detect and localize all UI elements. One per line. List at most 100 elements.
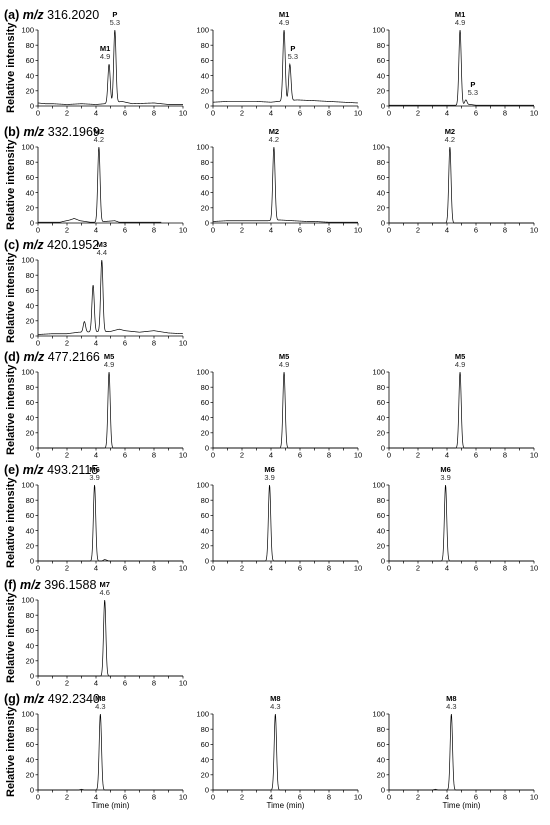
y-tick-label: 0 bbox=[205, 219, 209, 228]
x-tick-label: 2 bbox=[240, 451, 244, 460]
y-tick-label: 20 bbox=[26, 657, 34, 666]
y-tick-label: 100 bbox=[372, 710, 385, 719]
y-tick-label: 100 bbox=[21, 368, 34, 377]
axes-frame bbox=[388, 485, 534, 562]
x-tick-label: 6 bbox=[123, 679, 127, 688]
peak-label: M6 bbox=[264, 465, 274, 474]
x-tick-label: 2 bbox=[416, 793, 420, 802]
x-tick-label: 8 bbox=[327, 793, 331, 802]
y-tick-label: 40 bbox=[26, 71, 34, 80]
x-tick-label: 8 bbox=[503, 451, 507, 460]
row-label-d: (d) m/z 477.2166 bbox=[4, 350, 100, 364]
y-tick-label: 100 bbox=[21, 596, 34, 605]
y-tick-label: 100 bbox=[196, 26, 209, 35]
y-tick-label: 40 bbox=[377, 526, 385, 535]
y-tick-label: 40 bbox=[377, 188, 385, 197]
mz-label: m/z bbox=[19, 578, 45, 592]
peak-label: M6 bbox=[440, 465, 450, 474]
chromatogram-trace bbox=[389, 484, 534, 562]
x-tick-label: 4 bbox=[269, 226, 273, 235]
peak-retention-time: 4.9 bbox=[279, 18, 289, 27]
x-tick-label: 8 bbox=[152, 339, 156, 348]
y-tick-label: 60 bbox=[377, 511, 385, 520]
x-tick-label: 4 bbox=[445, 109, 449, 118]
x-tick-label: 0 bbox=[36, 793, 40, 802]
y-tick-label: 60 bbox=[377, 398, 385, 407]
y-tick-label: 40 bbox=[26, 301, 34, 310]
chromatogram-trace bbox=[389, 713, 534, 791]
y-tick-label: 100 bbox=[372, 368, 385, 377]
x-tick-label: 6 bbox=[474, 793, 478, 802]
peak-retention-time: 4.3 bbox=[446, 702, 456, 711]
y-tick-label: 80 bbox=[201, 725, 209, 734]
x-tick-label: 0 bbox=[211, 793, 215, 802]
x-tick-label: 2 bbox=[416, 451, 420, 460]
x-tick-label: 4 bbox=[445, 226, 449, 235]
chromatogram-panel-d2: 0 20 40 60 80 100 0 2 4 6 8 10 M54.9 bbox=[196, 352, 362, 460]
x-tick-label: 8 bbox=[503, 109, 507, 118]
y-tick-label: 0 bbox=[30, 786, 34, 795]
x-tick-label: 0 bbox=[387, 451, 391, 460]
x-tick-label: 0 bbox=[36, 226, 40, 235]
chromatogram-trace bbox=[38, 146, 162, 223]
y-tick-label: 60 bbox=[201, 173, 209, 182]
mz-label: m/z bbox=[22, 238, 48, 252]
row-label-e: (e) m/z 493.2115 bbox=[4, 463, 98, 477]
chromatogram-trace bbox=[212, 29, 359, 104]
y-tick-label: 0 bbox=[381, 557, 385, 566]
y-tick-label: 100 bbox=[372, 481, 385, 490]
panel-tag: (f) bbox=[4, 578, 20, 592]
panel-tag: (b) bbox=[4, 125, 24, 139]
x-tick-label: 4 bbox=[94, 226, 98, 235]
mz-label: m/z bbox=[23, 350, 48, 364]
chromatogram-trace bbox=[37, 259, 184, 335]
axes-frame bbox=[37, 30, 183, 107]
chromatogram-trace bbox=[389, 29, 534, 106]
x-tick-label: 4 bbox=[269, 793, 273, 802]
x-tick-label: 10 bbox=[179, 793, 187, 802]
x-tick-label: 0 bbox=[211, 451, 215, 460]
y-tick-label: 80 bbox=[26, 271, 34, 280]
y-tick-label: 20 bbox=[26, 317, 34, 326]
x-tick-label: 6 bbox=[474, 226, 478, 235]
y-tick-label: 40 bbox=[26, 188, 34, 197]
peak-label: P bbox=[290, 44, 295, 53]
x-tick-label: 8 bbox=[152, 226, 156, 235]
peak-label: M2 bbox=[94, 127, 104, 136]
axes-frame bbox=[388, 714, 534, 791]
axes-frame bbox=[212, 485, 358, 562]
panel-tag: (g) bbox=[4, 692, 24, 706]
x-tick-label: 4 bbox=[94, 679, 98, 688]
y-tick-label: 80 bbox=[26, 383, 34, 392]
y-tick-label: 40 bbox=[201, 413, 209, 422]
mass-value: 396.1588 bbox=[44, 578, 97, 592]
x-tick-label: 2 bbox=[65, 793, 69, 802]
chromatogram-trace bbox=[389, 371, 534, 449]
peak-retention-time: 5.3 bbox=[468, 88, 478, 97]
chromatogram-panel-d1: 0 20 40 60 80 100 0 2 4 6 8 10 M54.9 bbox=[21, 352, 187, 460]
peak-label: P bbox=[470, 80, 475, 89]
y-tick-label: 60 bbox=[201, 56, 209, 65]
x-tick-label: 2 bbox=[65, 339, 69, 348]
x-tick-label: 10 bbox=[179, 564, 187, 573]
y-tick-label: 0 bbox=[205, 102, 209, 111]
x-tick-label: 2 bbox=[416, 226, 420, 235]
y-tick-label: 20 bbox=[201, 542, 209, 551]
y-tick-label: 0 bbox=[205, 786, 209, 795]
axes-frame bbox=[37, 147, 183, 224]
y-tick-label: 20 bbox=[377, 429, 385, 438]
peak-retention-time: 5.3 bbox=[110, 18, 120, 27]
y-tick-label: 40 bbox=[26, 755, 34, 764]
x-tick-label: 2 bbox=[65, 109, 69, 118]
x-tick-label: 0 bbox=[387, 226, 391, 235]
y-tick-label: 100 bbox=[196, 710, 209, 719]
x-tick-label: 0 bbox=[387, 109, 391, 118]
x-tick-label: 0 bbox=[211, 109, 215, 118]
x-tick-label: 8 bbox=[327, 564, 331, 573]
x-tick-label: 2 bbox=[240, 564, 244, 573]
y-tick-label: 100 bbox=[196, 481, 209, 490]
x-tick-label: 2 bbox=[416, 109, 420, 118]
chromatogram-panel-a3: 0 20 40 60 80 100 0 2 4 6 8 10 M14.9 P5.3 bbox=[372, 10, 538, 118]
panel-tag: (c) bbox=[4, 238, 23, 252]
